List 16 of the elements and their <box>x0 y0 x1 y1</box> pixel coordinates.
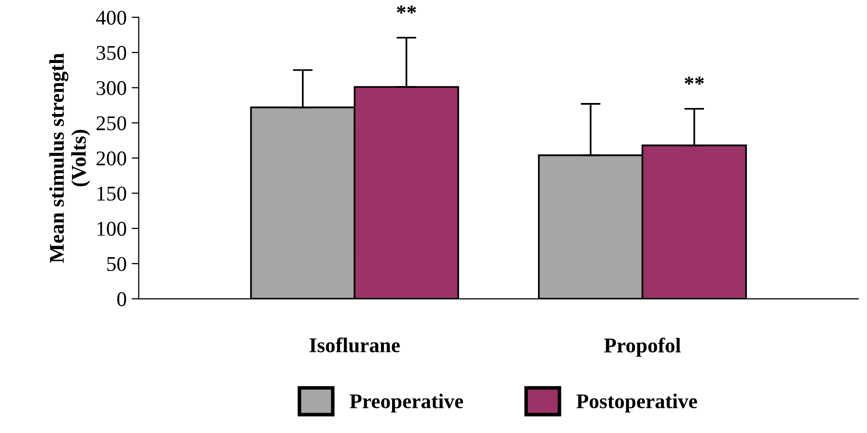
x-tick-label: Isoflurane <box>310 337 400 352</box>
legend-label: Postoperative <box>576 394 698 413</box>
x-tick-label: Propofol <box>604 338 681 357</box>
text: ** <box>396 6 416 14</box>
legend-label: Preoperative <box>350 394 464 413</box>
y-tick-label: 200 <box>96 151 126 166</box>
y-tick-label: 300 <box>96 81 126 96</box>
y-tick-label: 150 <box>97 186 126 201</box>
y-tick-label: 400 <box>96 10 126 25</box>
y-tick-label: 350 <box>96 46 126 60</box>
y-tick-label: 0 <box>117 292 126 306</box>
y-tick-label: 250 <box>96 116 126 130</box>
annotation: ** <box>684 76 704 85</box>
y-tick-label: 50 <box>107 256 126 272</box>
y-axis-title: Mean stimulus strength (Volts) <box>49 53 90 263</box>
y-tick-label: 100 <box>97 222 126 236</box>
